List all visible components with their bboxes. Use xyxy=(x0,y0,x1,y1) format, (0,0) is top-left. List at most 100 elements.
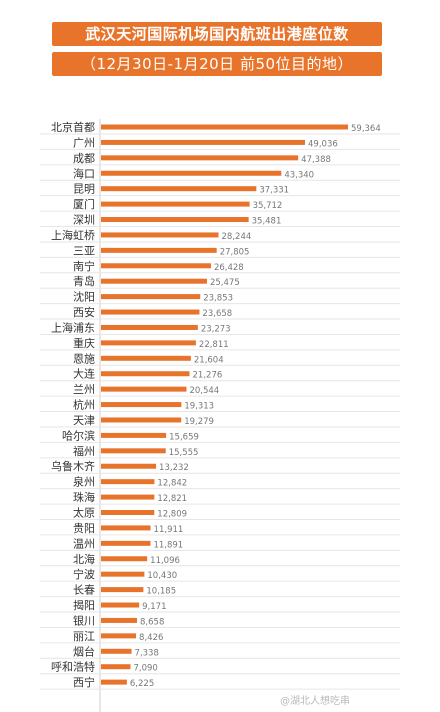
category-label: 银川 xyxy=(73,613,95,627)
category-label: 呼和浩特 xyxy=(51,660,95,674)
value-label: 15,555 xyxy=(169,448,199,458)
value-label: 11,891 xyxy=(153,540,183,550)
value-label: 8,658 xyxy=(140,617,164,627)
value-label: 35,481 xyxy=(252,217,282,227)
bar xyxy=(101,633,137,639)
watermark: @湖北人想吃串 xyxy=(280,696,350,707)
category-label: 三亚 xyxy=(73,244,95,257)
category-label: 珠海 xyxy=(73,490,95,504)
bar xyxy=(101,494,155,500)
bar xyxy=(101,571,145,577)
category-label: 宁波 xyxy=(73,567,95,581)
bar xyxy=(101,186,257,192)
value-label: 6,225 xyxy=(130,679,154,689)
value-label: 12,809 xyxy=(157,510,187,520)
value-label: 43,340 xyxy=(284,170,314,180)
bar xyxy=(101,679,127,685)
category-label: 青岛 xyxy=(73,274,95,288)
value-label: 9,171 xyxy=(142,602,166,612)
value-label: 23,273 xyxy=(201,324,231,334)
bar xyxy=(101,309,200,315)
category-label: 大连 xyxy=(73,367,95,381)
value-label: 10,185 xyxy=(146,587,176,597)
bar xyxy=(101,602,140,608)
category-label: 泉州 xyxy=(73,475,95,489)
bar xyxy=(101,402,182,408)
value-label: 13,232 xyxy=(159,463,189,473)
category-label: 杭州 xyxy=(73,398,95,412)
category-label: 乌鲁木齐 xyxy=(51,459,95,473)
value-label: 28,244 xyxy=(222,232,252,242)
bar xyxy=(101,155,299,161)
category-label: 北京首都 xyxy=(51,120,95,134)
category-label: 哈尔滨 xyxy=(62,428,95,442)
category-label: 重庆 xyxy=(73,336,95,350)
value-label: 23,658 xyxy=(202,309,232,319)
bar xyxy=(101,386,187,392)
value-label: 59,364 xyxy=(351,124,381,134)
bar xyxy=(101,587,144,593)
chart-title: 武汉天河国际机场国内航班出港座位数 xyxy=(52,22,382,46)
value-label: 35,712 xyxy=(253,201,283,211)
bar xyxy=(101,217,249,223)
value-label: 21,604 xyxy=(194,355,224,365)
bar xyxy=(101,448,166,454)
value-label: 15,659 xyxy=(169,432,199,442)
value-label: 27,805 xyxy=(220,247,250,257)
category-label: 厦门 xyxy=(73,197,95,211)
category-label: 西安 xyxy=(73,305,95,319)
bar xyxy=(101,263,211,269)
category-label: 长春 xyxy=(73,584,95,597)
bar xyxy=(101,510,155,515)
value-label: 26,428 xyxy=(214,263,244,273)
bar xyxy=(101,556,148,562)
bar xyxy=(101,247,217,253)
bar xyxy=(101,124,348,130)
category-label: 北海 xyxy=(73,552,95,566)
bar xyxy=(101,170,282,176)
category-label: 沈阳 xyxy=(73,290,95,304)
bar xyxy=(101,463,157,469)
value-label: 25,475 xyxy=(210,278,240,288)
bar xyxy=(101,479,155,485)
value-label: 7,338 xyxy=(135,648,159,658)
value-label: 49,036 xyxy=(308,139,338,149)
category-label: 太原 xyxy=(73,507,95,520)
bar xyxy=(101,278,207,284)
value-label: 12,821 xyxy=(157,494,187,504)
bar xyxy=(101,232,219,238)
category-label: 深圳 xyxy=(73,214,95,227)
bar xyxy=(101,432,167,438)
value-label: 37,331 xyxy=(259,186,289,196)
category-label: 天津 xyxy=(73,414,95,427)
category-label: 海口 xyxy=(73,166,95,180)
category-label: 福州 xyxy=(73,444,95,458)
bar xyxy=(101,139,306,145)
bar xyxy=(101,371,190,377)
bar xyxy=(101,417,182,423)
value-label: 23,853 xyxy=(203,294,233,304)
bar xyxy=(101,648,132,654)
bar xyxy=(101,664,131,670)
category-label: 丽江 xyxy=(73,630,95,643)
value-label: 21,276 xyxy=(193,371,223,381)
category-label: 广州 xyxy=(73,136,95,149)
value-label: 11,911 xyxy=(154,525,184,535)
bar xyxy=(101,525,151,531)
value-label: 19,279 xyxy=(184,417,214,427)
bar xyxy=(101,617,138,623)
value-label: 7,090 xyxy=(133,664,157,674)
category-label: 成都 xyxy=(73,152,95,165)
category-label: 烟台 xyxy=(73,644,95,658)
category-label: 温州 xyxy=(73,537,95,550)
category-label: 昆明 xyxy=(73,183,95,196)
category-label: 揭阳 xyxy=(73,598,95,612)
value-label: 47,388 xyxy=(301,155,331,165)
bar xyxy=(101,201,250,207)
value-label: 22,811 xyxy=(199,340,229,350)
bar xyxy=(101,355,191,361)
bar xyxy=(101,324,198,330)
chart-subtitle: （12月30日-1月20日 前50位目的地） xyxy=(52,52,382,76)
value-label: 12,842 xyxy=(157,479,187,489)
